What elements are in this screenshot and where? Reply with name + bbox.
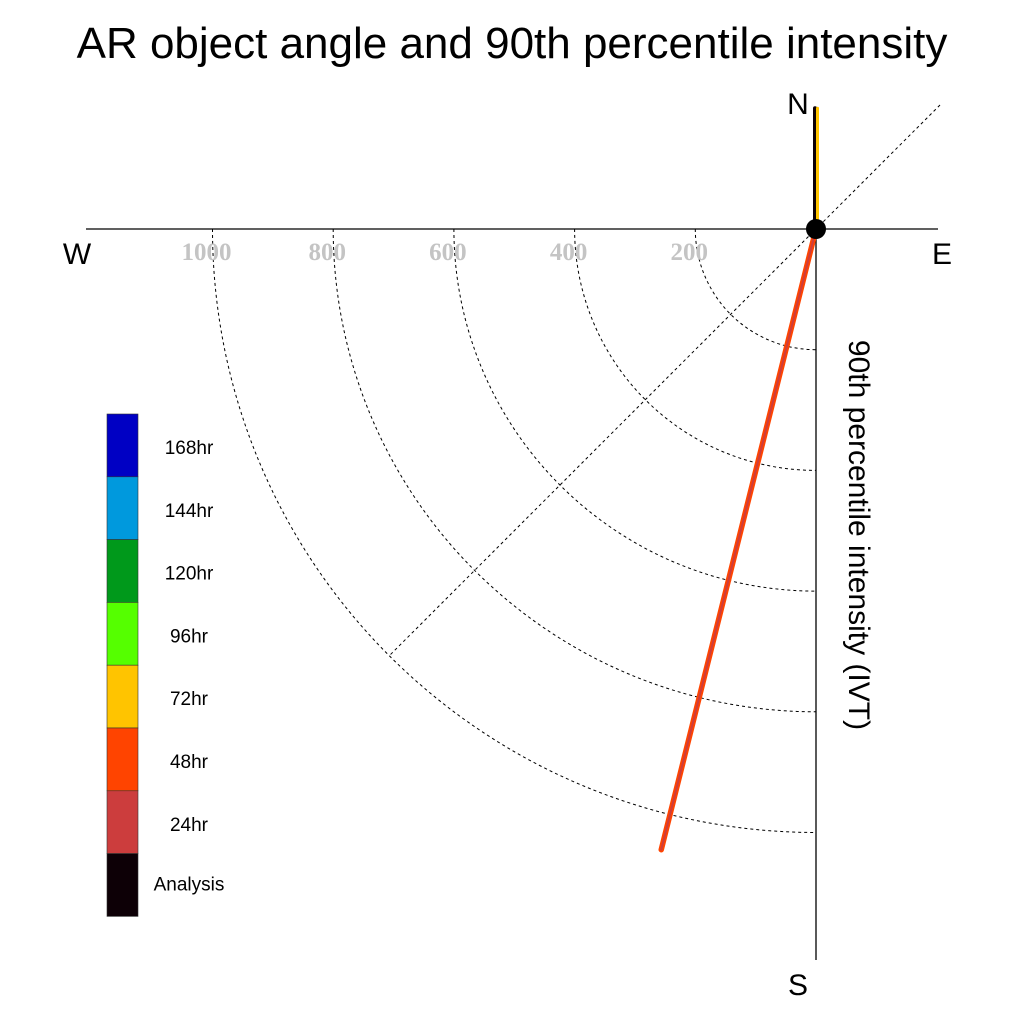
- chart-title: AR object angle and 90th percentile inte…: [77, 19, 948, 68]
- legend-label-96hr: 96hr: [170, 626, 209, 647]
- tick-labels: 200 400 600 800 1000: [182, 239, 709, 266]
- legend-label-144hr: 144hr: [165, 501, 214, 522]
- legend-label-168hr: 168hr: [165, 438, 214, 459]
- series-layer: [658, 106, 826, 853]
- radial-tick-label-1000: 1000: [182, 239, 232, 266]
- legend-label-analysis: Analysis: [154, 875, 225, 896]
- vector-24hr: [660, 228, 817, 851]
- compass-east-label: E: [932, 238, 952, 271]
- legend-swatch-144hr: [106, 476, 139, 540]
- axes-layer: [86, 228, 938, 960]
- legend-label-72hr: 72hr: [170, 689, 209, 710]
- legend-swatch-120hr: [106, 539, 139, 603]
- radial-tick-label-200: 200: [671, 239, 709, 266]
- legend-swatch-96hr: [106, 602, 139, 666]
- radial-tick-label-800: 800: [308, 239, 346, 266]
- legend-swatch-168hr: [106, 413, 139, 478]
- grid-ring-1000: [212, 228, 817, 833]
- compass-south-label: S: [788, 969, 808, 1002]
- grid-layer: [212, 104, 941, 833]
- legend-label-48hr: 48hr: [170, 752, 209, 773]
- legend-swatch-48hr: [106, 727, 139, 792]
- legend-swatch-analysis: [106, 853, 139, 917]
- radial-tick-label-400: 400: [550, 239, 588, 266]
- compass-north-label: N: [787, 88, 809, 121]
- radial-axis-label: 90th percentile intensity (IVT): [842, 340, 875, 730]
- pole-marker: [806, 219, 826, 239]
- grid-ring-400: [574, 228, 817, 471]
- grid-diagonal-line: [388, 104, 941, 657]
- legend-label-24hr: 24hr: [170, 815, 209, 836]
- radial-tick-label-600: 600: [429, 239, 467, 266]
- grid-ring-800: [332, 228, 817, 713]
- legend-label-120hr: 120hr: [165, 564, 214, 585]
- legend-swatch-72hr: [106, 664, 139, 729]
- compass-west-label: W: [63, 238, 92, 271]
- grid-ring-200: [694, 228, 817, 351]
- legend: 168hr 144hr 120hr 96hr 72hr 48hr 24hr Analysis: [106, 413, 225, 917]
- legend-swatch-24hr: [106, 790, 139, 854]
- grid-ring-600: [453, 228, 817, 592]
